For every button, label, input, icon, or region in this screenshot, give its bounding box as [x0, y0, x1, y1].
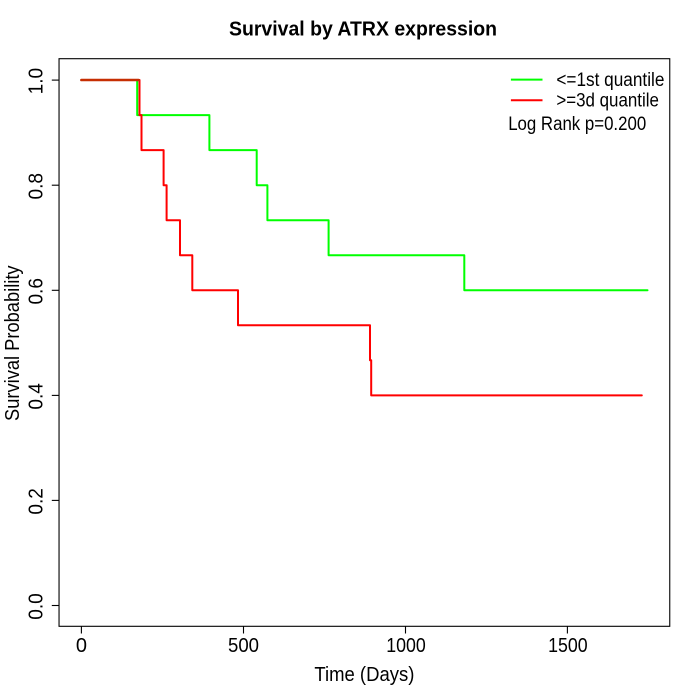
svg-text:Survival Probability: Survival Probability [2, 265, 24, 421]
svg-text:1500: 1500 [548, 635, 588, 657]
svg-text:1.0: 1.0 [26, 68, 48, 95]
svg-text:0.0: 0.0 [26, 593, 48, 620]
svg-text:Log Rank p=0.200: Log Rank p=0.200 [508, 114, 646, 135]
svg-text:Time (Days): Time (Days) [314, 664, 414, 686]
svg-text:0.6: 0.6 [26, 278, 48, 305]
svg-text:0.4: 0.4 [26, 383, 48, 410]
svg-text:500: 500 [228, 635, 259, 657]
svg-text:0.2: 0.2 [26, 488, 48, 515]
svg-text:0.8: 0.8 [26, 173, 48, 200]
svg-text:1000: 1000 [386, 635, 426, 657]
svg-text:>=3d quantile: >=3d quantile [556, 91, 659, 112]
svg-text:Survival by ATRX expression: Survival by ATRX expression [229, 18, 497, 40]
svg-text:<=1st quantile: <=1st quantile [556, 70, 664, 91]
svg-text:0: 0 [76, 635, 87, 657]
